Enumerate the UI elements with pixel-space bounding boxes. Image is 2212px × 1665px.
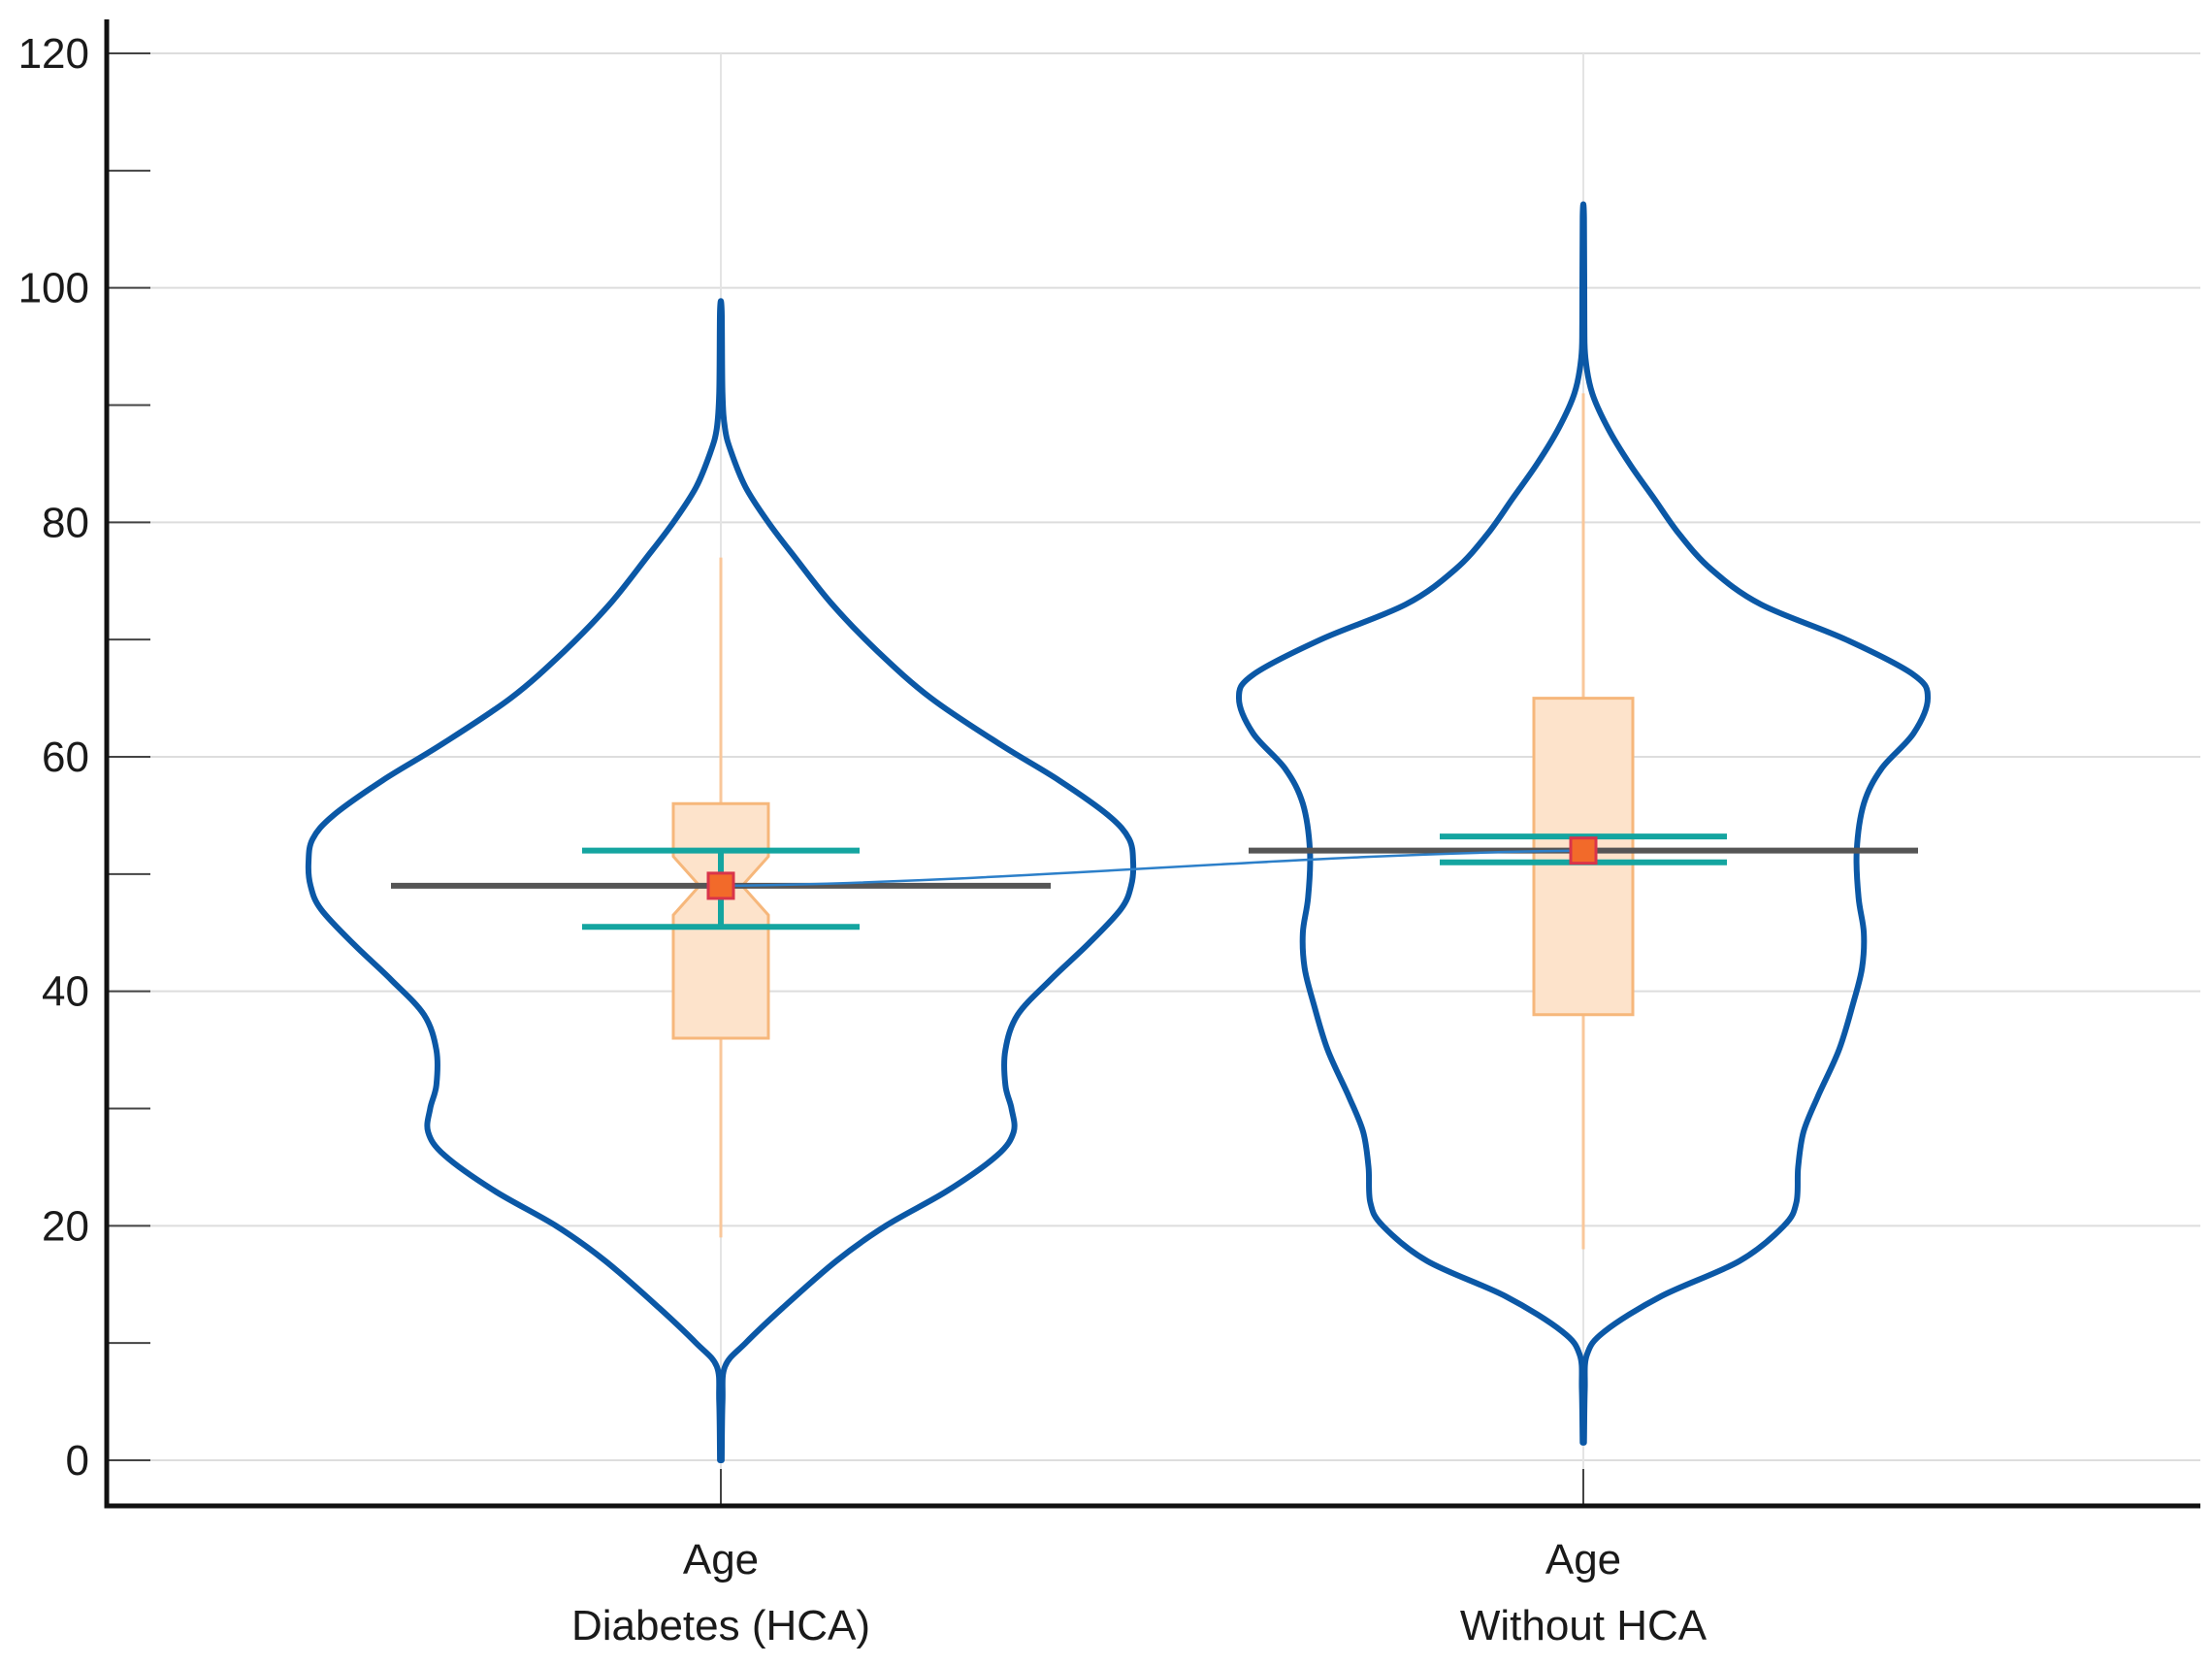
- mean-marker-0: [706, 871, 735, 900]
- y-tick-label-60: 60: [42, 734, 89, 781]
- y-tick-label-0: 0: [66, 1437, 89, 1485]
- x-label-line1-1: Age: [1545, 1536, 1621, 1583]
- violin-0: [305, 298, 1137, 1463]
- labels: 0 20 40 60 80 100 120 Age Diabetes (HCA) Age Witho…: [18, 30, 1708, 1649]
- y-tick-label-40: 40: [42, 968, 89, 1016]
- axis-lines: [104, 19, 2200, 1509]
- x-label-line2-1: Without HCA: [1460, 1602, 1708, 1649]
- y-tick-label-80: 80: [42, 499, 89, 546]
- x-label-line2-0: Diabetes (HCA): [571, 1602, 870, 1649]
- grid: [107, 52, 2200, 1506]
- y-tick-label-100: 100: [18, 265, 89, 312]
- y-tick-label-120: 120: [18, 30, 89, 78]
- mean-marker-1: [1569, 836, 1598, 865]
- y-tick-label-20: 20: [42, 1202, 89, 1250]
- plot-area: [305, 201, 1931, 1463]
- mean-connector: [720, 849, 1584, 888]
- violin-1: [1236, 201, 1931, 1446]
- x-label-line1-0: Age: [683, 1536, 759, 1583]
- axes: [104, 19, 2200, 1509]
